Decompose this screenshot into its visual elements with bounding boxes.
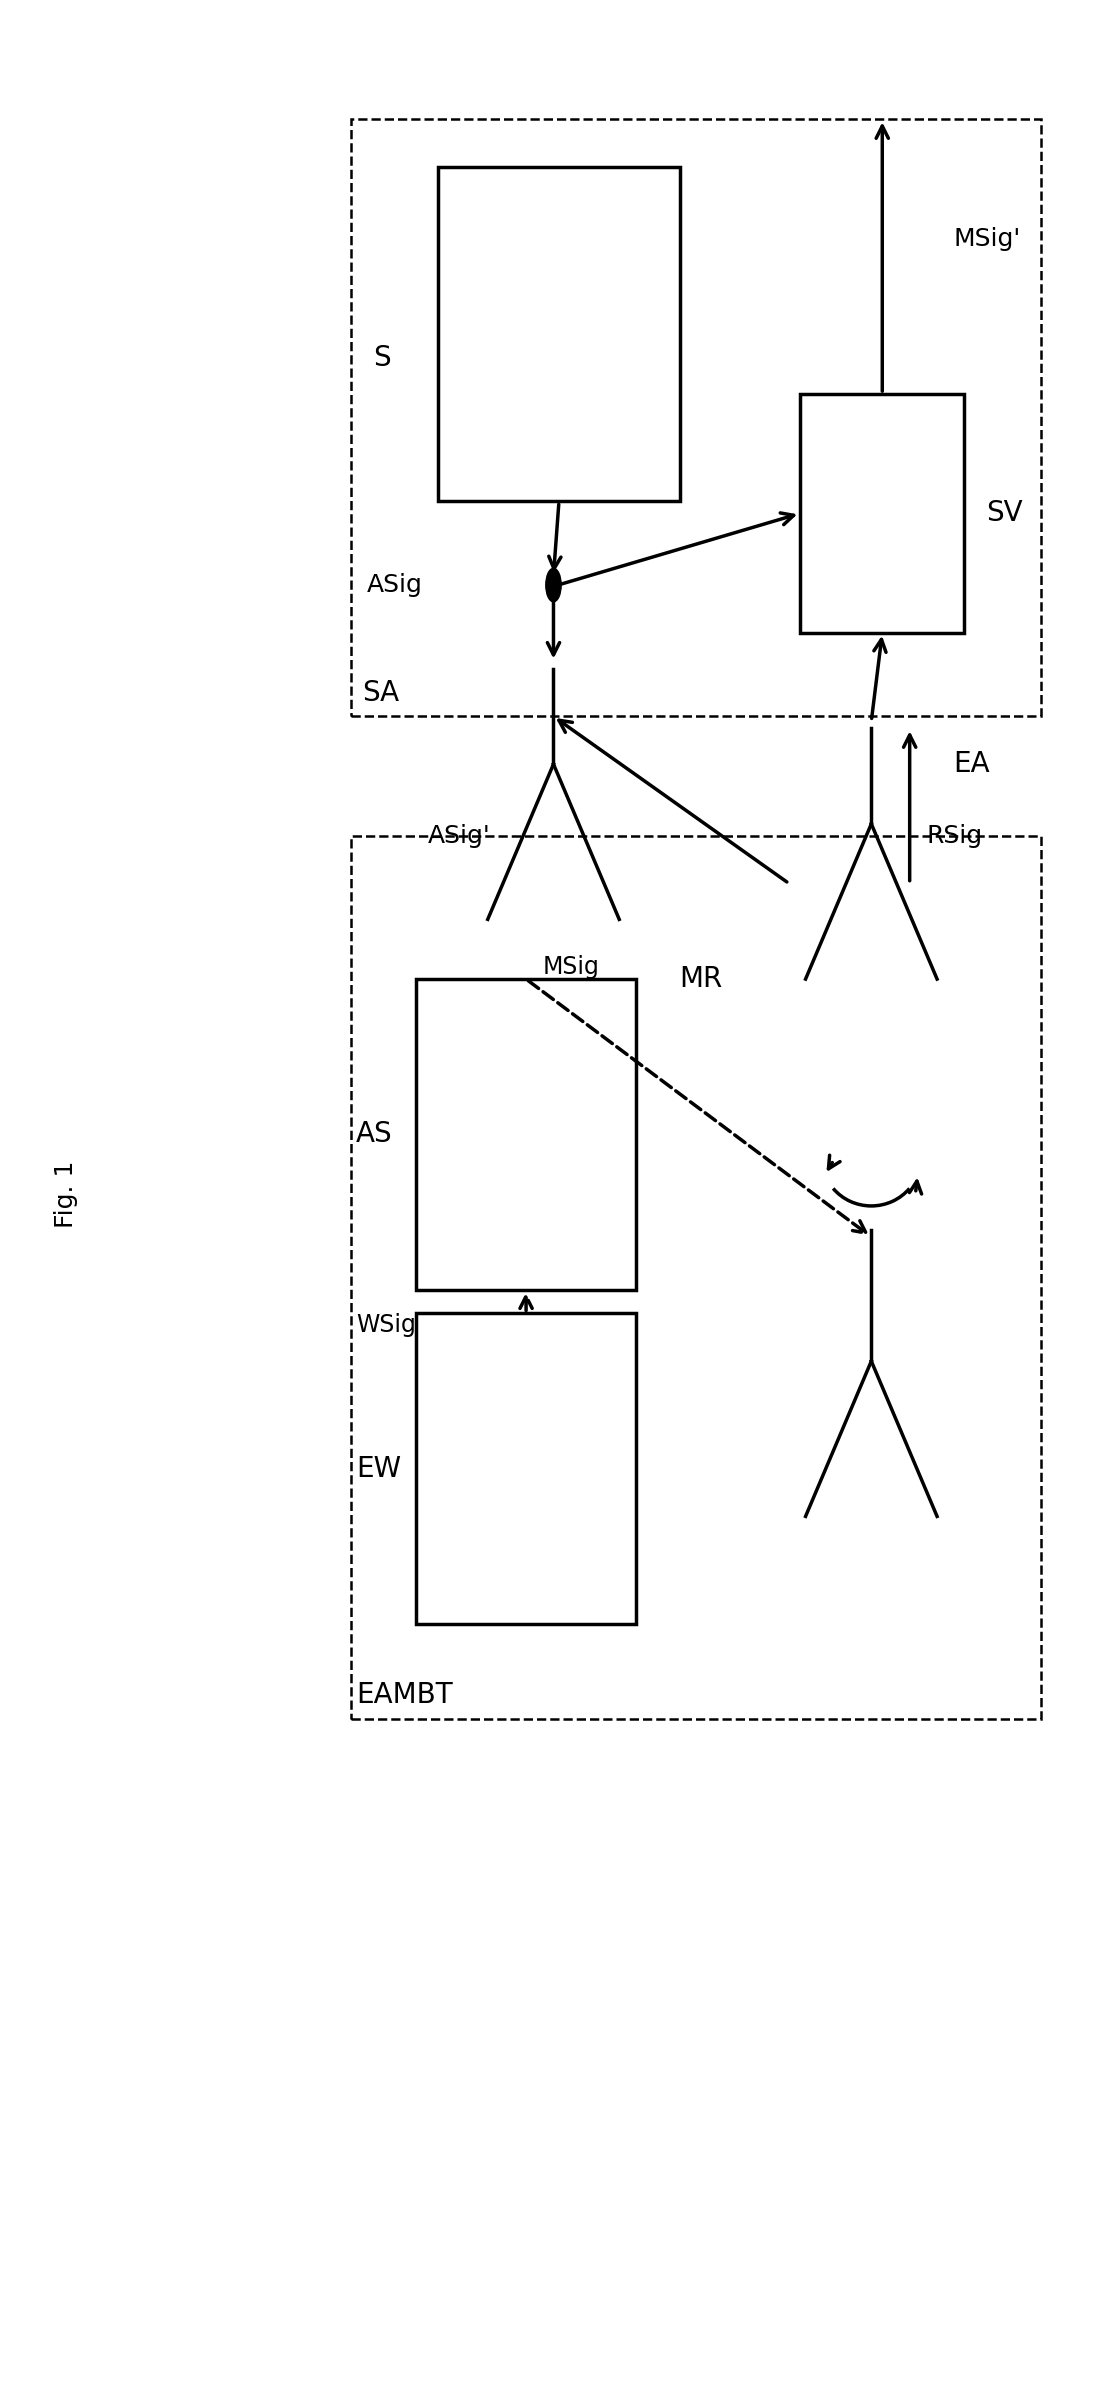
Text: EW: EW	[356, 1454, 401, 1483]
Bar	[416, 1313, 636, 1624]
Text: RSig: RSig	[926, 824, 982, 848]
Text: ASig: ASig	[367, 573, 423, 597]
Circle shape	[546, 568, 561, 602]
Bar	[800, 394, 964, 633]
Text: EA: EA	[954, 750, 990, 778]
Text: EAMBT: EAMBT	[356, 1681, 453, 1710]
Text: S: S	[373, 344, 390, 373]
Bar	[416, 979, 636, 1290]
Text: ASig': ASig'	[427, 824, 490, 848]
Text: AS: AS	[356, 1120, 392, 1149]
Bar	[351, 836, 1041, 1719]
Text: WSig: WSig	[356, 1313, 416, 1337]
Bar	[438, 167, 680, 501]
Text: SV: SV	[986, 499, 1023, 528]
Text: MSig': MSig'	[954, 227, 1020, 251]
Bar	[351, 119, 1041, 716]
Text: MR: MR	[680, 965, 722, 993]
Text: Fig. 1: Fig. 1	[54, 1161, 78, 1227]
Text: SA: SA	[362, 678, 399, 707]
Text: MSig: MSig	[543, 955, 600, 979]
